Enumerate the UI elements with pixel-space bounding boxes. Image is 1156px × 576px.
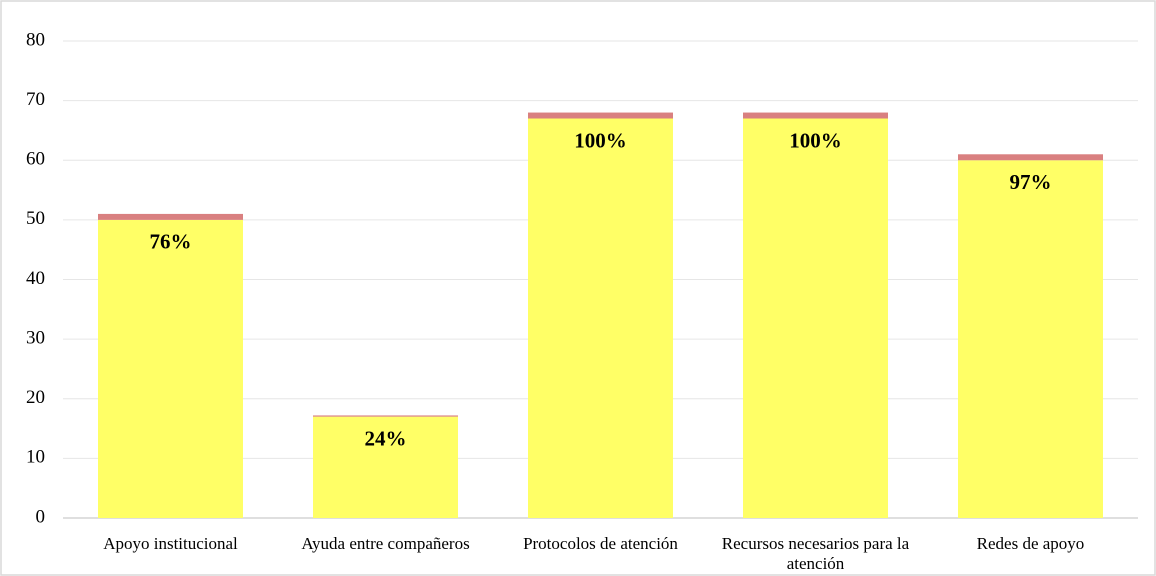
y-tick-label: 40: [26, 268, 45, 289]
x-tick-label: Apoyo institucional: [103, 534, 238, 553]
bar-annotation: 100%: [789, 128, 842, 152]
y-tick-label: 10: [26, 447, 45, 468]
x-tick-label: Recursos necesarios para la atención: [721, 534, 910, 573]
y-tick-label: 50: [26, 208, 45, 229]
bar-segment: [98, 219, 243, 518]
bar-segment: [528, 118, 673, 518]
bar-segment: [313, 416, 458, 518]
y-tick-label: 70: [26, 89, 45, 110]
bar-segment: [313, 415, 458, 417]
bar-segment: [743, 112, 888, 119]
bar-segment: [98, 213, 243, 220]
y-tick-label: 80: [26, 29, 45, 50]
bar-segment: [958, 154, 1103, 161]
x-tick-label: Ayuda entre compañeros: [301, 534, 470, 553]
y-tick-label: 60: [26, 149, 45, 170]
bar-annotation: 97%: [1010, 170, 1052, 194]
bar-annotation: 100%: [574, 128, 627, 152]
x-tick-label: Redes de apoyo: [976, 534, 1085, 553]
y-tick-label: 0: [36, 506, 46, 527]
bar-segment: [958, 160, 1103, 518]
x-tick-label: Protocolos de atención: [523, 534, 678, 553]
y-tick-label: 30: [26, 327, 45, 348]
y-tick-label: 20: [26, 387, 45, 408]
bar-segment: [528, 112, 673, 119]
bar-annotation: 76%: [150, 230, 192, 254]
bar-annotation: 24%: [365, 426, 407, 450]
bar-segment: [743, 118, 888, 518]
